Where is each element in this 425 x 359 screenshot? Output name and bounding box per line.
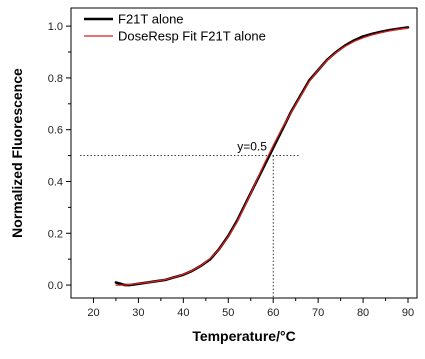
annotation-y-half: y=0.5 xyxy=(237,140,267,154)
y-axis-title: Normalized Fluorescence xyxy=(9,68,25,238)
plot-frame xyxy=(70,7,418,299)
x-tick-label: 70 xyxy=(312,307,324,319)
x-tick-label: 20 xyxy=(87,307,99,319)
x-tick-label: 50 xyxy=(222,307,234,319)
y-tick-label: 0.4 xyxy=(48,176,63,188)
x-axis-title: Temperature/°C xyxy=(192,328,295,344)
x-tick-label: 30 xyxy=(132,307,144,319)
y-tick-label: 1.0 xyxy=(48,21,63,33)
x-tick-label: 90 xyxy=(402,307,414,319)
legend: F21T alone DoseResp Fit F21T alone xyxy=(84,12,266,44)
x-tick-label: 80 xyxy=(357,307,369,319)
axes: 20 30 40 50 60 70 80 90 0.0 0.2 0.4 0.6 0.8 1.0 xyxy=(48,7,418,319)
series-line-1 xyxy=(115,27,409,286)
series-lines xyxy=(114,26,410,287)
x-tick-label: 40 xyxy=(177,307,189,319)
x-tick-label: 60 xyxy=(267,307,279,319)
y-tick-label: 0.0 xyxy=(48,280,63,292)
reference-lines xyxy=(79,155,301,298)
y-tick-label: 0.8 xyxy=(48,73,63,85)
legend-label-series-0: F21T alone xyxy=(118,12,184,27)
legend-label-series-1: DoseResp Fit F21T alone xyxy=(118,29,266,44)
y-tick-label: 0.2 xyxy=(48,228,63,240)
y-tick-label: 0.6 xyxy=(48,125,63,137)
